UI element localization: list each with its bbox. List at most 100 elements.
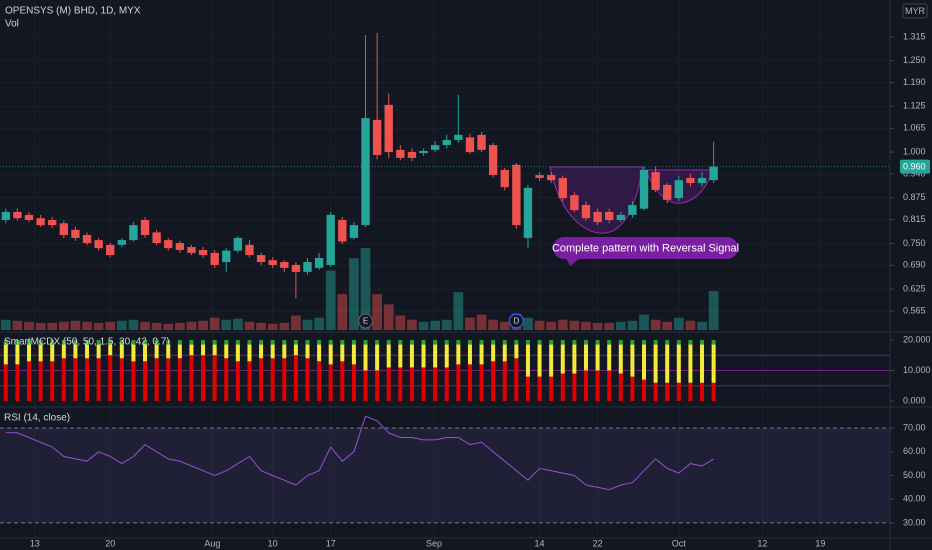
candle-body — [581, 205, 591, 219]
candle-body — [256, 255, 266, 263]
mcdx-bar — [189, 344, 194, 356]
mcdx-bar — [363, 370, 368, 402]
mcdx-bar — [456, 339, 461, 345]
event-marker — [357, 313, 374, 329]
mcdx-bar — [375, 339, 380, 345]
candle-body — [500, 169, 509, 188]
mcdx-bar — [3, 339, 8, 345]
mcdx-bar — [166, 339, 171, 345]
y-tick-label: 0.815 — [903, 214, 926, 224]
grid — [0, 0, 890, 538]
mcdx-bar — [317, 344, 322, 362]
mcdx-bar — [154, 344, 159, 359]
currency-box[interactable] — [902, 3, 928, 19]
y-tick-label: 0.625 — [903, 283, 926, 293]
candle-body — [59, 223, 68, 235]
volume-bar — [476, 314, 487, 330]
volume-bar — [244, 321, 255, 330]
mcdx-bar — [143, 361, 148, 402]
mcdx-bar — [421, 367, 426, 402]
mcdx-bar — [108, 339, 113, 345]
mcdx-bar — [61, 358, 66, 402]
mcdx-bar — [514, 344, 519, 359]
volume-bar — [534, 320, 545, 330]
mcdx-bar — [73, 358, 78, 402]
mcdx-bar — [3, 364, 8, 402]
mcdx-bar — [467, 344, 472, 365]
mcdx-bar — [444, 344, 449, 368]
mcdx-bar — [549, 339, 554, 345]
candle-body — [291, 264, 301, 272]
volume-bar — [302, 319, 313, 330]
volume-bar — [198, 320, 208, 330]
mcdx-bar — [317, 339, 322, 345]
volume-bar — [604, 322, 615, 330]
mcdx-bar — [108, 344, 113, 356]
mcdx-bar — [572, 339, 577, 345]
candle-body — [187, 247, 196, 253]
mcdx-bar — [560, 344, 565, 374]
mcdx-bar — [491, 339, 496, 345]
volume-bar — [279, 322, 290, 330]
mcdx-bar — [177, 344, 182, 359]
mcdx-bar — [607, 370, 612, 402]
mcdx-bar — [328, 339, 333, 345]
volume-bar — [697, 321, 707, 330]
mcdx-bar — [456, 344, 461, 365]
mcdx-bar — [282, 344, 287, 359]
mcdx-bar — [595, 370, 600, 402]
volume-bar — [395, 315, 406, 330]
volume-bar — [70, 320, 81, 330]
event-label: D — [513, 317, 519, 326]
candle-body — [117, 240, 127, 245]
volume-bar — [592, 322, 603, 330]
mcdx-bar — [537, 339, 542, 345]
y-tick-label: 1.250 — [903, 55, 926, 65]
candle-body — [430, 145, 440, 150]
mcdx-bar — [96, 358, 101, 402]
mcdx-bar — [583, 339, 588, 345]
x-tick-label: 22 — [593, 538, 603, 548]
candle-body — [709, 166, 718, 181]
mcdx-bar — [456, 364, 461, 402]
mcdx-bar — [351, 344, 356, 365]
mcdx-bar — [166, 344, 171, 359]
mcdx-bar — [665, 344, 670, 383]
mcdx-bar — [15, 364, 20, 402]
candle-body — [419, 150, 428, 154]
mcdx-bar — [363, 339, 368, 345]
mcdx-bar — [73, 344, 78, 359]
mcdx-bar — [549, 376, 554, 402]
mcdx-bar — [119, 339, 124, 345]
rsi-title: RSI (14, close) — [4, 413, 70, 424]
y-tick-label: 0.875 — [903, 192, 926, 202]
mcdx-bar — [189, 355, 194, 402]
candle-body — [245, 244, 254, 256]
volume-bar — [488, 319, 499, 330]
mcdx-bar — [433, 344, 438, 368]
candle-body — [593, 211, 602, 223]
candle-body — [512, 164, 521, 226]
volume-bar — [499, 321, 510, 330]
mcdx-bar — [235, 344, 240, 362]
event-label: E — [363, 317, 368, 326]
mcdx-bar — [247, 361, 252, 402]
volume-bar — [58, 321, 69, 330]
candle-body — [639, 169, 649, 209]
mcdx-bar — [212, 355, 217, 402]
volume-bar — [325, 270, 336, 330]
volume-bar — [82, 321, 92, 330]
callout — [553, 237, 738, 259]
volume-bar — [441, 319, 452, 330]
mcdx-bar — [340, 344, 345, 362]
mcdx-bar — [642, 379, 647, 402]
event-marker — [508, 313, 524, 329]
mcdx-bar — [491, 361, 496, 402]
mcdx-bar — [607, 339, 612, 345]
y-tick-label: 0.690 — [903, 260, 926, 270]
candle-body — [314, 258, 324, 268]
currency[interactable]: MYR — [905, 6, 926, 16]
mcdx-bar — [38, 361, 43, 402]
volume-bar — [581, 321, 591, 330]
x-tick-label: 17 — [326, 538, 336, 548]
